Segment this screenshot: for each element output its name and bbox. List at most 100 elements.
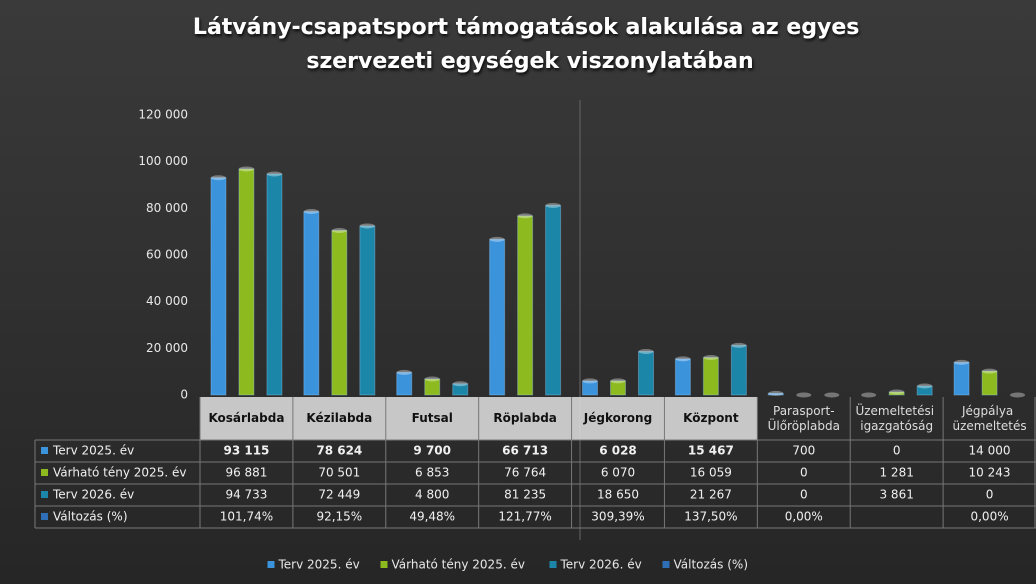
bar-cap bbox=[424, 376, 440, 382]
bar-cap bbox=[452, 381, 468, 387]
y-tick-label: 40 000 bbox=[146, 294, 188, 308]
table-cell: 72 449 bbox=[318, 488, 360, 502]
table-cell: 0 bbox=[893, 444, 901, 458]
bar bbox=[674, 358, 691, 396]
table-cell: 66 713 bbox=[502, 444, 548, 458]
bar-cap bbox=[796, 392, 812, 398]
bar-cap bbox=[610, 378, 626, 384]
bar-cap bbox=[303, 209, 319, 215]
bar bbox=[238, 168, 255, 396]
bar bbox=[359, 225, 376, 396]
table-cell: 121,77% bbox=[498, 510, 551, 524]
row-label: Terv 2026. év bbox=[52, 488, 134, 502]
bar-cap bbox=[1010, 392, 1026, 398]
legend-key bbox=[41, 491, 48, 498]
bar bbox=[266, 173, 283, 396]
y-tick-label: 0 bbox=[180, 388, 188, 402]
table-cell: 309,39% bbox=[591, 510, 644, 524]
table-cell: 9 700 bbox=[413, 444, 451, 458]
bar bbox=[545, 204, 562, 396]
bar-cap bbox=[582, 378, 598, 384]
row-label: Változás (%) bbox=[53, 510, 128, 524]
row-label: Várható tény 2025. év bbox=[53, 466, 186, 480]
bar-cap bbox=[731, 342, 747, 348]
bar-cap bbox=[982, 368, 998, 374]
bar-cap bbox=[210, 175, 226, 181]
legend-key bbox=[41, 469, 48, 476]
bar bbox=[767, 392, 784, 396]
bar-cap bbox=[489, 236, 505, 242]
table-cell: 96 881 bbox=[225, 466, 267, 480]
table-cell: 94 733 bbox=[225, 488, 267, 502]
bar-cap bbox=[861, 392, 877, 398]
table-cell: 92,15% bbox=[316, 510, 362, 524]
table-cell: 49,48% bbox=[409, 510, 455, 524]
table-cell: 0 bbox=[800, 466, 808, 480]
legend-key bbox=[41, 513, 48, 520]
table-cell: 0,00% bbox=[785, 510, 823, 524]
bar-cap bbox=[917, 383, 933, 389]
bar bbox=[489, 238, 506, 396]
table-cell: 14 000 bbox=[969, 444, 1011, 458]
legend-key bbox=[662, 561, 670, 568]
table-cell: 81 235 bbox=[504, 488, 546, 502]
legend-key bbox=[549, 561, 557, 568]
bar-cap bbox=[517, 213, 533, 219]
bar-cap bbox=[238, 166, 254, 172]
bar bbox=[916, 385, 933, 396]
table-cell: 18 650 bbox=[597, 488, 639, 502]
x-tick-label: Parasport-Ülőröplabda bbox=[768, 404, 840, 433]
y-tick-label: 20 000 bbox=[146, 341, 188, 355]
table-cell: 0,00% bbox=[970, 510, 1008, 524]
bar bbox=[702, 357, 719, 396]
x-tick-label: Kézilabda bbox=[306, 411, 372, 425]
bar-cap bbox=[824, 392, 840, 398]
table-cell: 21 267 bbox=[690, 488, 732, 502]
x-tick-label: Kosárlabda bbox=[208, 411, 284, 425]
bar bbox=[452, 383, 469, 396]
legend-key bbox=[267, 561, 275, 568]
bar bbox=[210, 177, 227, 396]
bar bbox=[610, 380, 626, 396]
bar-cap bbox=[359, 223, 375, 229]
table-cell: 4 800 bbox=[415, 488, 449, 502]
table-cell: 101,74% bbox=[220, 510, 273, 524]
bar bbox=[730, 344, 747, 396]
legend-label: Terv 2025. év bbox=[278, 558, 360, 572]
table-cell: 700 bbox=[792, 444, 815, 458]
legend-key bbox=[41, 447, 48, 454]
y-tick-label: 80 000 bbox=[146, 201, 188, 215]
table-cell: 6 028 bbox=[599, 444, 637, 458]
bar bbox=[396, 371, 413, 396]
y-tick-label: 60 000 bbox=[146, 248, 188, 262]
table-cell: 70 501 bbox=[318, 466, 360, 480]
table-cell: 6 070 bbox=[601, 466, 635, 480]
bar bbox=[981, 370, 998, 396]
bar-cap bbox=[703, 355, 719, 361]
table-cell: 10 243 bbox=[969, 466, 1011, 480]
x-tick-label: Jégpálya üzemeltetés bbox=[952, 404, 1026, 433]
bar bbox=[888, 391, 905, 396]
legend-label: Terv 2026. év bbox=[560, 558, 642, 572]
y-tick-label: 100 000 bbox=[138, 154, 188, 168]
table-cell: 0 bbox=[800, 488, 808, 502]
table-cell: 15 467 bbox=[688, 444, 734, 458]
x-tick-label: Röplabda bbox=[493, 411, 557, 425]
table-cell: 16 059 bbox=[690, 466, 732, 480]
bar-cap bbox=[396, 369, 412, 375]
table-cell: 137,50% bbox=[684, 510, 737, 524]
bar-cap bbox=[889, 389, 905, 395]
x-tick-label: Üzemeltetési igazgatóság bbox=[855, 402, 937, 433]
bar-cap bbox=[331, 227, 347, 233]
bar-cap bbox=[768, 390, 784, 396]
bar-cap bbox=[675, 356, 691, 362]
bar bbox=[303, 211, 320, 396]
bar bbox=[424, 378, 441, 396]
x-tick-label: Jégkorong bbox=[583, 411, 652, 425]
x-tick-label: Futsal bbox=[412, 411, 453, 425]
table-cell: 1 281 bbox=[879, 466, 913, 480]
bar-cap bbox=[954, 359, 970, 365]
bar bbox=[517, 215, 534, 396]
table-cell: 76 764 bbox=[504, 466, 546, 480]
bar-cap bbox=[638, 348, 654, 354]
